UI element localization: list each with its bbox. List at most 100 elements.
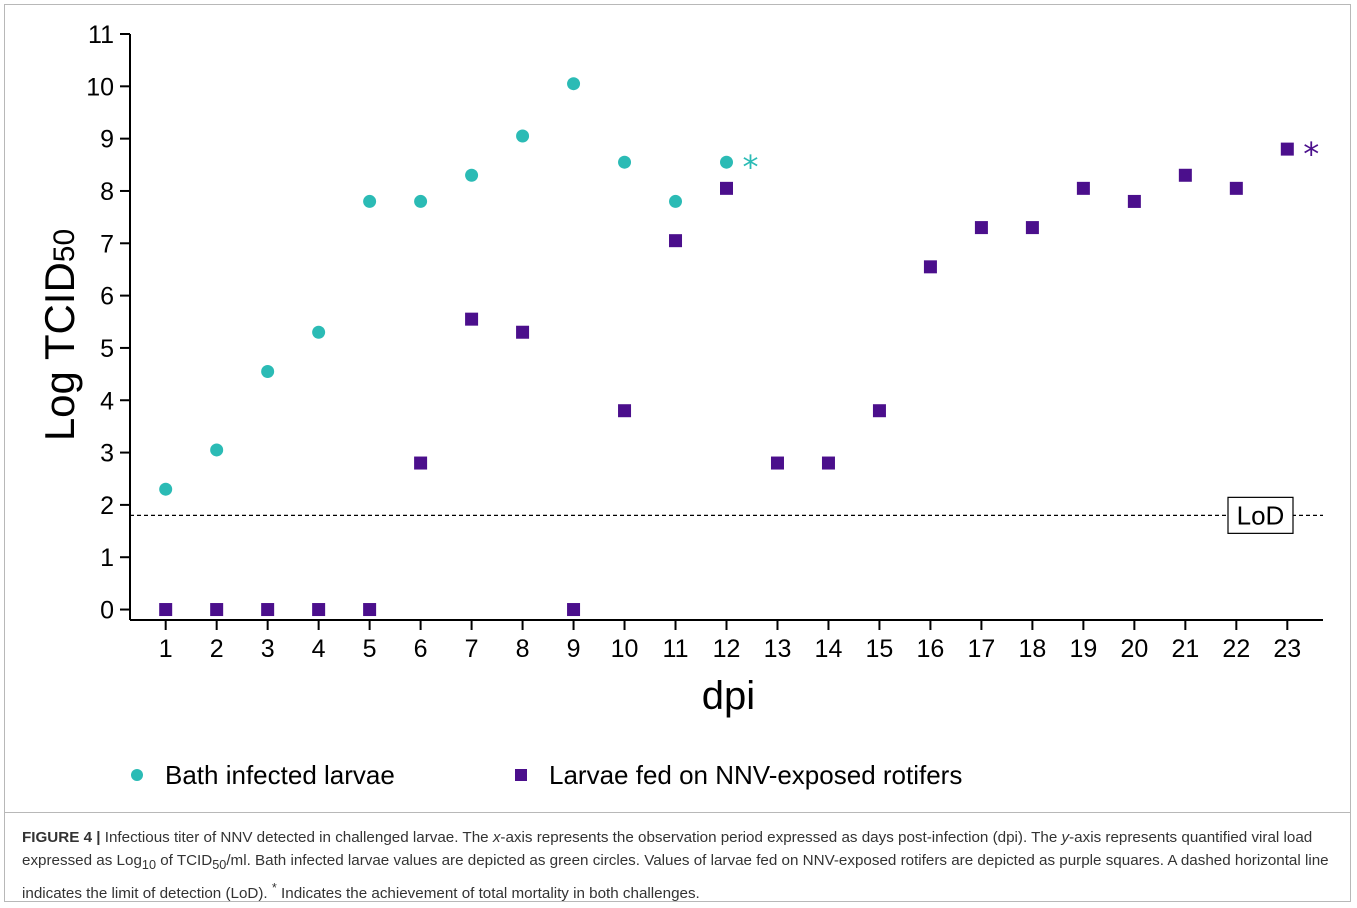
caption-text-5: /ml. Bath infected larvae values are dep… <box>22 852 1329 903</box>
point-bath-circle <box>363 194 377 208</box>
point-rotifer-square <box>1178 168 1192 182</box>
point-rotifer-square <box>159 603 173 617</box>
caption-text-6: Indicates the achievement of total morta… <box>276 885 700 903</box>
x-tick-label: 15 <box>866 635 894 663</box>
caption-x-italic: x <box>492 829 501 846</box>
caption-asterisk: * <box>271 881 277 896</box>
x-tick-label: 10 <box>611 635 639 663</box>
caption-text-1: Infectious titer of NNV detected in chal… <box>100 829 493 846</box>
legend-label-bath: Bath infected larvae <box>165 759 395 790</box>
point-bath-circle <box>669 194 683 208</box>
x-tick-label: 6 <box>414 635 428 663</box>
caption-sub-10: 10 <box>141 858 156 873</box>
x-tick-label: 14 <box>815 635 843 663</box>
point-bath-circle <box>516 129 530 143</box>
point-rotifer-square <box>618 404 632 418</box>
x-tick-label: 20 <box>1120 635 1148 663</box>
point-rotifer-square <box>923 260 937 274</box>
point-bath-circle <box>312 325 326 339</box>
y-tick-label: 2 <box>100 492 114 520</box>
x-tick-label: 2 <box>210 635 224 663</box>
point-rotifer-square <box>261 603 275 617</box>
point-rotifer-square <box>669 234 683 248</box>
point-rotifer-square <box>567 603 581 617</box>
y-axis-ticks: 0 1 2 3 4 5 6 7 8 9 10 11 <box>86 21 130 625</box>
legend-square-marker <box>515 769 527 781</box>
legend-label-rotifers: Larvae fed on NNV-exposed rotifers <box>549 759 963 790</box>
lod-label-box <box>1227 496 1294 534</box>
y-tick-label: 5 <box>100 335 114 363</box>
x-tick-label: 16 <box>917 635 945 663</box>
x-tick-label: 4 <box>312 635 326 663</box>
point-bath-circle <box>567 77 581 91</box>
point-rotifer-square <box>414 456 428 470</box>
x-tick-label: 17 <box>968 635 996 663</box>
asterisk-rotifers: * <box>1303 135 1319 173</box>
y-tick-label: 10 <box>86 73 114 101</box>
point-rotifer-square <box>1076 181 1090 195</box>
y-tick-label: 8 <box>100 178 114 206</box>
caption-label: FIGURE 4 | <box>22 829 101 846</box>
point-rotifer-square <box>516 325 530 339</box>
x-tick-label: 11 <box>663 635 689 663</box>
point-rotifer-square <box>1025 221 1039 235</box>
point-rotifer-square <box>363 603 377 617</box>
legend-item-rotifers: Larvae fed on NNV-exposed rotifers <box>515 758 962 792</box>
y-tick-label: 3 <box>100 440 114 468</box>
x-axis-label: dpi <box>702 674 755 718</box>
x-tick-label: 9 <box>567 635 581 663</box>
caption-text-2: -axis represents the observation period … <box>500 829 1062 846</box>
x-tick-label: 22 <box>1222 635 1250 663</box>
point-bath-circle <box>465 168 479 182</box>
point-rotifer-square <box>210 603 224 617</box>
legend-item-bath: Bath infected larvae <box>131 758 395 792</box>
caption-divider <box>4 812 1351 813</box>
point-rotifer-square <box>465 312 479 326</box>
y-tick-label: 1 <box>100 544 114 572</box>
x-tick-label: 13 <box>764 635 792 663</box>
y-tick-label: 9 <box>100 126 114 154</box>
point-bath-circle <box>210 443 224 457</box>
point-rotifer-square <box>1280 142 1294 156</box>
x-tick-label: 21 <box>1171 635 1199 663</box>
legend-circle-marker <box>131 769 143 781</box>
x-axis-ticks: 1 2 3 4 5 6 7 8 9 10 11 12 13 14 15 16 17 18 19 20 21 22 23 <box>159 620 1301 663</box>
point-bath-circle <box>414 194 428 208</box>
x-tick-label: 23 <box>1273 635 1301 663</box>
point-bath-circle <box>720 155 733 169</box>
caption-sub-50: 50 <box>212 858 227 873</box>
point-rotifer-square <box>312 603 326 617</box>
caption-text-4: of TCID <box>155 852 213 869</box>
x-tick-label: 7 <box>465 635 479 663</box>
y-axis-label: Log TCID50 <box>36 229 83 441</box>
point-bath-circle <box>261 364 275 378</box>
x-tick-label: 5 <box>363 635 377 663</box>
asterisk-bath: * <box>743 148 759 186</box>
point-bath-circle <box>618 155 632 169</box>
caption-text-3: -axis represents quantified viral load e… <box>22 829 1313 869</box>
x-tick-label: 18 <box>1018 635 1046 663</box>
y-tick-label: 0 <box>100 597 114 625</box>
lod-label: LoD <box>1237 500 1285 530</box>
x-tick-label: 12 <box>713 635 741 663</box>
y-tick-label: 11 <box>88 21 114 49</box>
y-tick-label: 4 <box>100 387 114 415</box>
caption-y-italic: y <box>1061 829 1070 846</box>
point-rotifer-square <box>1127 194 1141 208</box>
figure-frame <box>4 4 1351 902</box>
point-rotifer-square <box>1229 181 1243 195</box>
x-tick-label: 3 <box>261 635 275 663</box>
point-rotifer-square <box>872 404 886 418</box>
point-rotifer-square <box>821 456 835 470</box>
figure-caption: FIGURE 4 | Infectious titer of NNV detec… <box>22 826 1340 905</box>
point-rotifer-square <box>974 221 988 235</box>
data-points: * * <box>159 77 1319 617</box>
y-tick-label: 7 <box>100 230 114 258</box>
point-rotifer-square <box>770 456 784 470</box>
x-tick-label: 1 <box>159 635 173 663</box>
y-tick-label: 6 <box>100 283 114 311</box>
point-rotifer-square <box>720 181 733 195</box>
x-tick-label: 8 <box>516 635 530 663</box>
point-bath-circle <box>159 482 173 496</box>
